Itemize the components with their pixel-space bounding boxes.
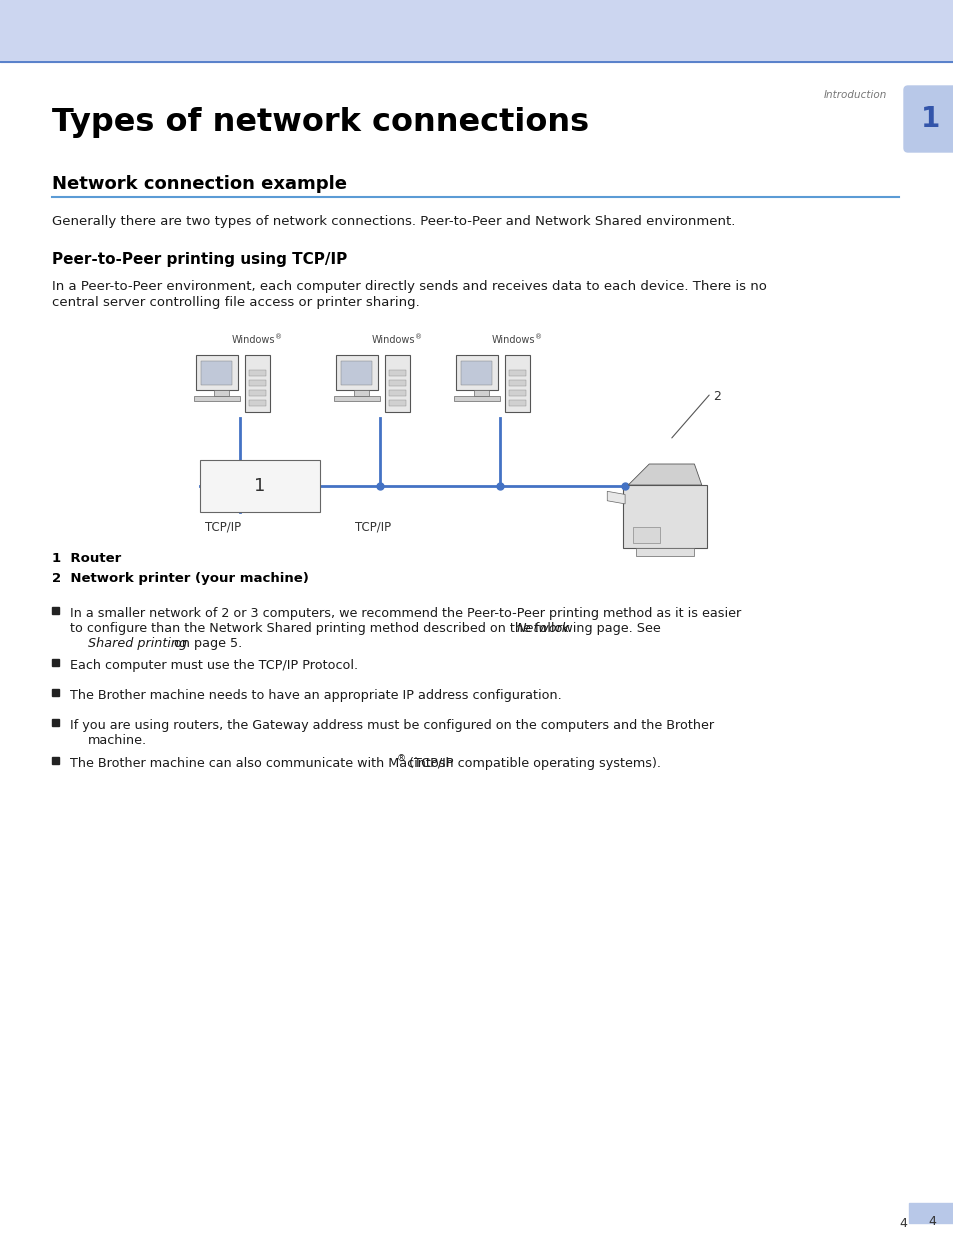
Text: ®: ® xyxy=(415,333,421,340)
Bar xyxy=(508,390,526,395)
Text: 2  Network printer (your machine): 2 Network printer (your machine) xyxy=(52,572,309,585)
Bar xyxy=(354,390,369,395)
Text: central server controlling file access or printer sharing.: central server controlling file access o… xyxy=(52,296,419,309)
Bar xyxy=(633,527,659,542)
Bar xyxy=(52,719,59,726)
Bar xyxy=(389,380,406,385)
Text: Windows: Windows xyxy=(492,335,535,345)
Text: In a smaller network of 2 or 3 computers, we recommend the Peer-to-Peer printing: In a smaller network of 2 or 3 computers… xyxy=(70,606,740,620)
Bar xyxy=(249,380,266,385)
Text: If you are using routers, the Gateway address must be configured on the computer: If you are using routers, the Gateway ad… xyxy=(70,719,714,732)
Bar xyxy=(341,361,372,384)
Bar xyxy=(505,354,529,412)
Bar xyxy=(201,361,233,384)
Text: machine.: machine. xyxy=(88,734,147,747)
Text: ®: ® xyxy=(274,333,282,340)
Text: In a Peer-to-Peer environment, each computer directly sends and receives data to: In a Peer-to-Peer environment, each comp… xyxy=(52,280,766,293)
Text: Each computer must use the TCP/IP Protocol.: Each computer must use the TCP/IP Protoc… xyxy=(70,659,357,672)
Text: 1: 1 xyxy=(254,477,265,495)
Bar xyxy=(473,390,489,395)
Text: ®: ® xyxy=(535,333,541,340)
Text: Introduction: Introduction xyxy=(823,90,886,100)
Bar xyxy=(389,390,406,395)
Bar xyxy=(622,485,706,548)
Bar xyxy=(456,354,497,390)
Text: Windows: Windows xyxy=(372,335,416,345)
Text: TCP/IP: TCP/IP xyxy=(355,520,391,534)
Text: TCP/IP: TCP/IP xyxy=(205,520,241,534)
Bar xyxy=(454,395,499,401)
Text: The Brother machine needs to have an appropriate IP address configuration.: The Brother machine needs to have an app… xyxy=(70,689,561,701)
Bar xyxy=(52,757,59,764)
Polygon shape xyxy=(628,464,701,485)
Text: ®: ® xyxy=(396,755,406,763)
Bar xyxy=(508,370,526,375)
Text: 4: 4 xyxy=(927,1215,935,1228)
Text: (TCP/IP compatible operating systems).: (TCP/IP compatible operating systems). xyxy=(405,757,660,769)
Text: 4: 4 xyxy=(898,1216,906,1230)
Text: on page 5.: on page 5. xyxy=(170,637,242,650)
Bar xyxy=(635,548,694,557)
Bar xyxy=(200,459,319,513)
Bar xyxy=(461,361,492,384)
Bar xyxy=(249,400,266,405)
Polygon shape xyxy=(607,492,624,504)
FancyBboxPatch shape xyxy=(903,86,953,152)
Bar xyxy=(249,370,266,375)
Text: to configure than the Network Shared printing method described on the following : to configure than the Network Shared pri… xyxy=(70,622,664,635)
Bar xyxy=(389,400,406,405)
Text: 1  Router: 1 Router xyxy=(52,552,121,564)
Text: Generally there are two types of network connections. Peer-to-Peer and Network S: Generally there are two types of network… xyxy=(52,215,735,228)
Bar xyxy=(0,0,953,62)
Text: Types of network connections: Types of network connections xyxy=(52,107,589,138)
Text: Peer-to-Peer printing using TCP/IP: Peer-to-Peer printing using TCP/IP xyxy=(52,252,347,267)
Bar xyxy=(334,395,379,401)
Bar xyxy=(335,354,377,390)
Bar xyxy=(385,354,409,412)
Bar xyxy=(508,400,526,405)
Text: Shared printing: Shared printing xyxy=(88,637,187,650)
Text: The Brother machine can also communicate with Macintosh: The Brother machine can also communicate… xyxy=(70,757,453,769)
Text: Network connection example: Network connection example xyxy=(52,175,347,193)
Bar xyxy=(908,1203,953,1223)
Bar xyxy=(249,390,266,395)
Bar xyxy=(193,395,240,401)
Text: 1: 1 xyxy=(921,105,940,133)
Bar xyxy=(245,354,270,412)
Text: 2: 2 xyxy=(712,390,720,403)
Bar xyxy=(195,354,237,390)
Bar xyxy=(52,659,59,666)
Bar xyxy=(213,390,229,395)
Bar xyxy=(389,370,406,375)
Bar xyxy=(52,689,59,697)
Text: Network: Network xyxy=(517,622,570,635)
Bar xyxy=(52,606,59,614)
Bar xyxy=(508,380,526,385)
Text: Windows: Windows xyxy=(232,335,275,345)
